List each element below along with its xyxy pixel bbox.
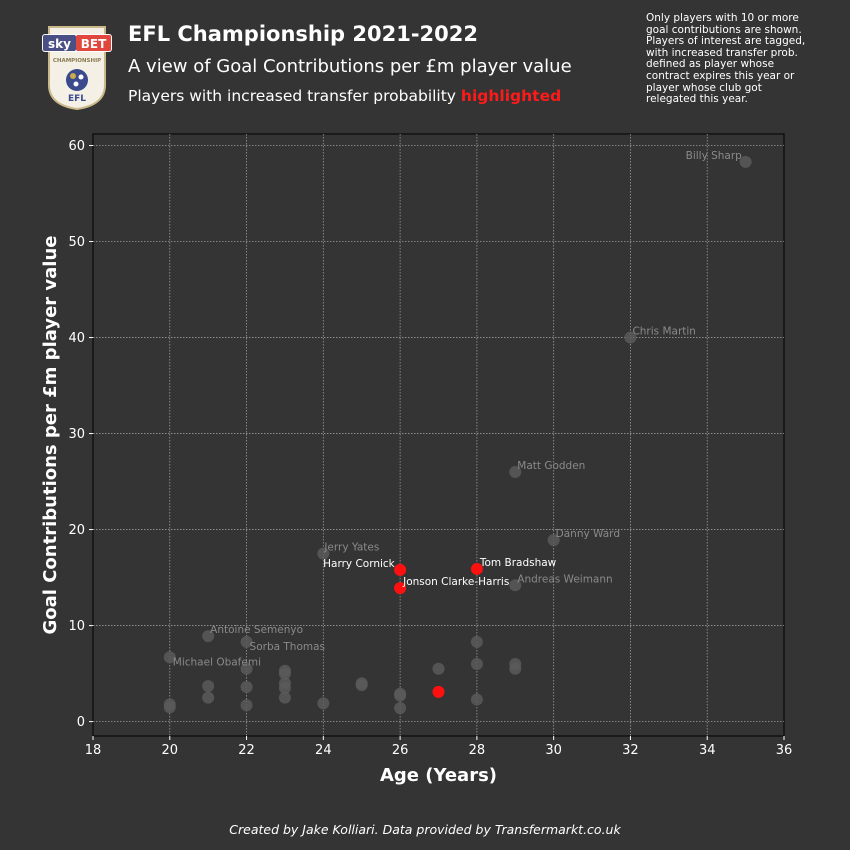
chart-subtitle: A view of Goal Contributions per £m play…	[128, 56, 572, 77]
player-point	[240, 681, 253, 694]
player-point	[240, 662, 253, 675]
player-point	[317, 547, 330, 560]
chart-title: EFL Championship 2021-2022	[128, 22, 479, 46]
credits-footer: Created by Jake Kolliari. Data provided …	[229, 822, 621, 837]
player-point	[317, 697, 330, 710]
highlighted-player-point	[470, 562, 483, 575]
x-tick-label: 30	[545, 743, 562, 758]
player-point	[355, 679, 368, 692]
player-point	[278, 667, 291, 680]
player-point	[509, 579, 522, 592]
championship-logo-text: CHAMPIONSHIP	[53, 58, 101, 64]
player-label: Jerry Yates	[323, 542, 379, 554]
player-label: Andreas Weimann	[517, 573, 612, 585]
chart-subtitle-secondary: Players with increased transfer probabil…	[128, 87, 561, 105]
subtitle-prefix: Players with increased transfer probabil…	[128, 87, 461, 105]
player-point	[202, 630, 215, 643]
highlighted-player-point	[394, 563, 407, 576]
player-label: Matt Godden	[517, 460, 585, 472]
player-point	[240, 635, 253, 648]
player-point	[394, 689, 407, 702]
player-label: Danny Ward	[556, 528, 620, 540]
y-axis-label: Goal Contributions per £m player value	[40, 236, 61, 635]
sky-logo-text: sky	[48, 37, 71, 51]
y-tick-label: 50	[68, 235, 85, 250]
methodology-note: Only players with 10 or more goal contri…	[646, 12, 806, 106]
x-tick-label: 22	[238, 743, 255, 758]
player-point	[547, 534, 560, 547]
subtitle-highlight: highlighted	[460, 87, 562, 105]
player-point	[394, 702, 407, 715]
player-label: Billy Sharp	[686, 150, 743, 162]
efl-championship-logo: sky BET CHAMPIONSHIP EFL	[40, 25, 114, 113]
player-point	[163, 651, 176, 664]
x-tick-label: 18	[85, 743, 102, 758]
highlighted-player-point	[432, 685, 445, 698]
y-tick-label: 0	[77, 715, 85, 730]
bet-logo-text: BET	[81, 37, 107, 51]
y-tick-label: 40	[68, 331, 85, 346]
efl-shield-icon: sky BET CHAMPIONSHIP EFL	[42, 26, 112, 111]
player-label: Jonson Clarke-Harris	[402, 576, 509, 588]
player-point	[470, 693, 483, 706]
efl-logo-text: EFL	[68, 94, 86, 104]
player-point	[509, 662, 522, 675]
x-tick-label: 26	[392, 743, 409, 758]
x-tick-label: 28	[469, 743, 486, 758]
player-point	[163, 701, 176, 714]
x-tick-label: 24	[315, 743, 332, 758]
player-point	[240, 699, 253, 712]
player-point	[432, 662, 445, 675]
player-label: Harry Cornick	[323, 558, 396, 570]
player-label: Antoine Semenyo	[210, 624, 303, 636]
y-tick-label: 20	[68, 523, 85, 538]
player-point	[739, 155, 752, 168]
player-point	[509, 465, 522, 478]
player-label: Chris Martin	[632, 326, 696, 338]
player-label: Michael Obafemi	[173, 656, 261, 668]
highlighted-player-point	[394, 582, 407, 595]
y-tick-label: 10	[68, 619, 85, 634]
player-label: Tom Bradshaw	[479, 557, 557, 569]
x-tick-label: 32	[622, 743, 639, 758]
plot-area-frame	[92, 133, 785, 737]
player-point	[278, 691, 291, 704]
player-point	[470, 635, 483, 648]
player-point	[470, 657, 483, 670]
player-point	[202, 680, 215, 693]
player-label: Sorba Thomas	[250, 641, 325, 653]
player-point	[624, 331, 637, 344]
y-tick-label: 60	[68, 139, 85, 154]
player-point	[202, 691, 215, 704]
x-tick-label: 36	[776, 743, 793, 758]
y-tick-label: 30	[68, 427, 85, 442]
x-axis-label: Age (Years)	[380, 765, 497, 786]
player-point	[278, 681, 291, 694]
x-tick-label: 34	[699, 743, 716, 758]
x-tick-label: 20	[162, 743, 179, 758]
